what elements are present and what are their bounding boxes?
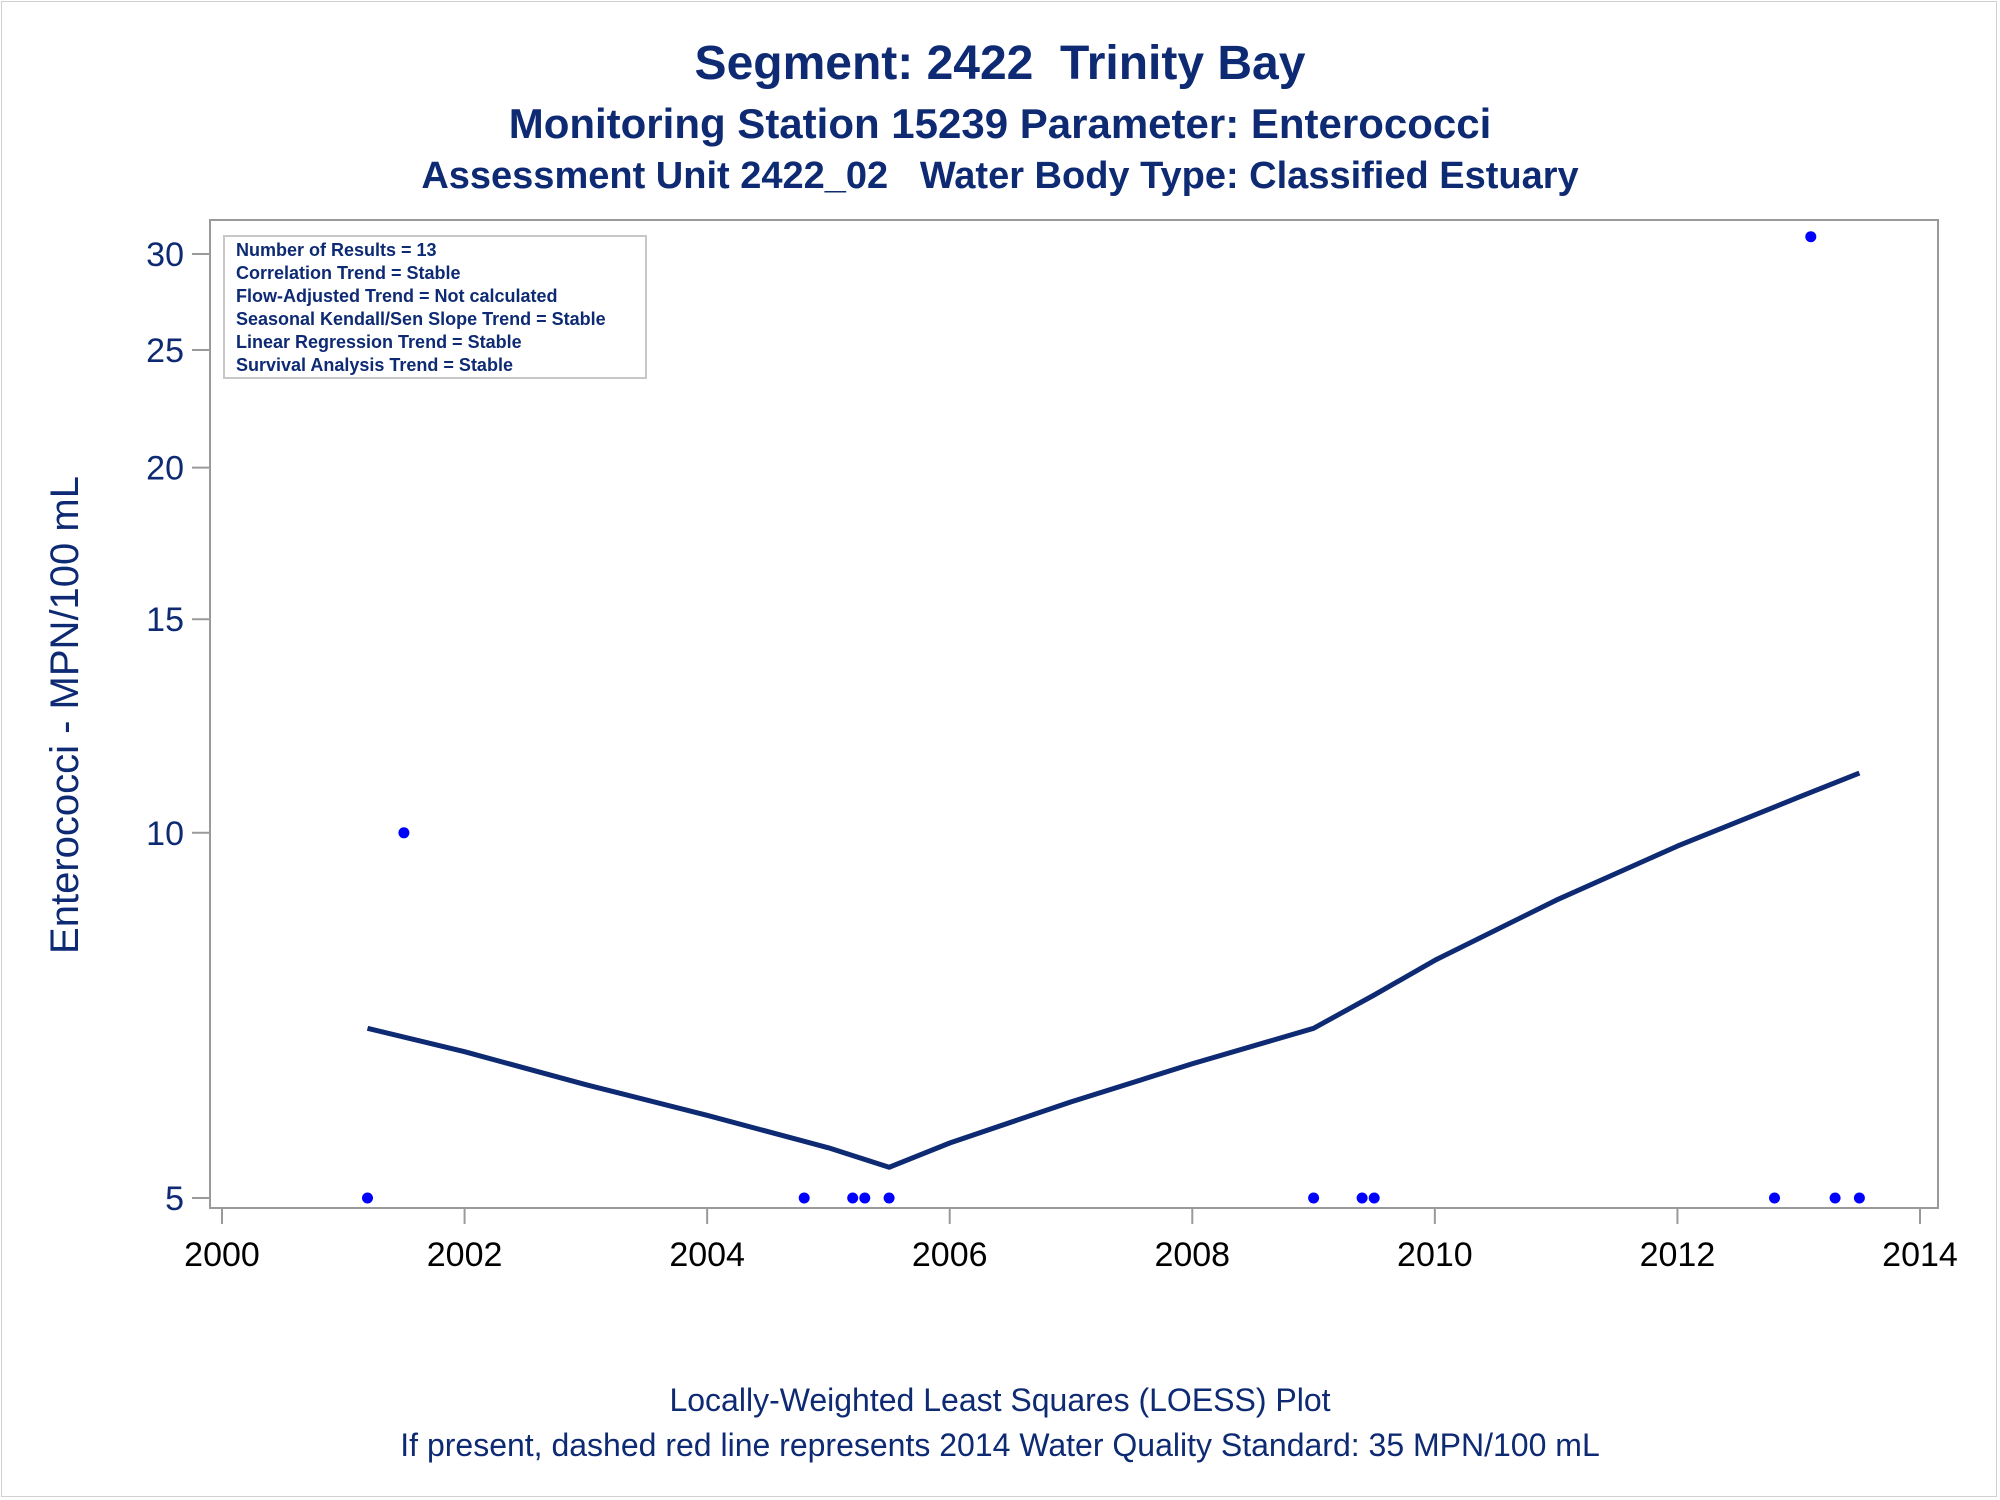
y-tick-label: 5 (165, 1180, 184, 1218)
x-tick-label: 2008 (1154, 1236, 1230, 1274)
data-point (1805, 231, 1817, 243)
chart-subtitle-assessment: Assessment Unit 2422_02 Water Body Type:… (421, 155, 1579, 197)
footnote-standard: If present, dashed red line represents 2… (400, 1427, 1600, 1463)
data-point (1368, 1192, 1380, 1204)
data-point (1829, 1192, 1841, 1204)
y-tick-label: 20 (146, 450, 184, 488)
x-tick-label: 2010 (1397, 1236, 1473, 1274)
x-tick-label: 2000 (184, 1236, 260, 1274)
data-point (398, 827, 410, 839)
y-tick-label: 15 (146, 601, 184, 639)
stats-line: Flow-Adjusted Trend = Not calculated (236, 286, 558, 306)
y-tick-label: 25 (146, 332, 184, 370)
plot-area (209, 219, 1939, 1209)
x-tick-label: 2014 (1882, 1236, 1958, 1274)
chart-title: Segment: 2422 Trinity Bay (694, 37, 1306, 90)
data-point (847, 1192, 859, 1204)
y-tick-label: 30 (146, 236, 184, 274)
stats-box: Number of Results = 13 Correlation Trend … (223, 235, 647, 379)
y-tick-label: 10 (146, 815, 184, 853)
data-point (798, 1192, 810, 1204)
data-points (362, 231, 1865, 1204)
x-tick-label: 2002 (427, 1236, 503, 1274)
x-tick-label: 2012 (1640, 1236, 1716, 1274)
data-point (1769, 1192, 1780, 1204)
stats-line: Survival Analysis Trend = Stable (236, 355, 513, 375)
stats-line: Correlation Trend = Stable (236, 263, 461, 283)
data-point (1308, 1192, 1320, 1204)
footnote-loess: Locally-Weighted Least Squares (LOESS) P… (669, 1382, 1331, 1418)
data-point (1853, 1192, 1865, 1204)
y-axis: 5 10 15 20 25 30 (146, 236, 210, 1218)
loess-line (366, 770, 1861, 1170)
data-point (859, 1192, 871, 1204)
stats-line: Seasonal Kendall/Sen Slope Trend = Stabl… (236, 309, 606, 329)
x-tick-label: 2004 (669, 1236, 745, 1274)
data-point (362, 1192, 373, 1204)
chart-subtitle-station: Monitoring Station 15239 Parameter: Ente… (508, 100, 1492, 147)
x-axis: 2000 2002 2004 2006 2008 2010 2012 2014 (184, 1208, 1958, 1274)
stats-line: Linear Regression Trend = Stable (236, 332, 522, 352)
x-tick-label: 2006 (912, 1236, 988, 1274)
stats-line: Number of Results = 13 (236, 240, 437, 260)
y-axis-label: Enterococci - MPN/100 mL (43, 476, 87, 954)
stats-box-border (223, 235, 647, 379)
data-point (1356, 1192, 1368, 1204)
data-point (883, 1192, 895, 1204)
